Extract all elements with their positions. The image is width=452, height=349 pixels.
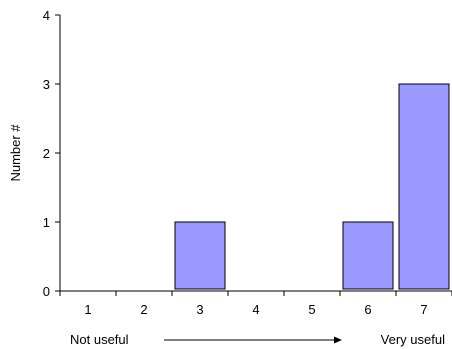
scale-arrow-head <box>334 336 342 344</box>
x-tick-label: 4 <box>252 302 259 317</box>
x-tick-label: 7 <box>420 302 427 317</box>
bar-7 <box>398 83 450 290</box>
bar-3 <box>174 221 226 290</box>
annotation-very-useful: Very useful <box>381 332 445 347</box>
x-tick-label: 1 <box>84 302 91 317</box>
x-tick-label: 2 <box>140 302 147 317</box>
bar-6 <box>342 221 394 290</box>
x-tick-label: 5 <box>308 302 315 317</box>
x-tick-label: 3 <box>196 302 203 317</box>
y-tick-label: 0 <box>43 284 50 299</box>
y-tick-label: 2 <box>43 146 50 161</box>
bars <box>174 83 450 290</box>
annotation-not-useful: Not useful <box>70 332 129 347</box>
x-tick-label: 6 <box>364 302 371 317</box>
y-axis-ticks: 0 1 2 3 4 <box>43 8 60 299</box>
y-tick-label: 3 <box>43 77 50 92</box>
y-axis-title: Number # <box>8 124 23 182</box>
y-tick-label: 4 <box>43 8 50 23</box>
y-tick-label: 1 <box>43 215 50 230</box>
x-axis-ticks: 1 2 3 4 5 6 7 <box>59 291 452 317</box>
